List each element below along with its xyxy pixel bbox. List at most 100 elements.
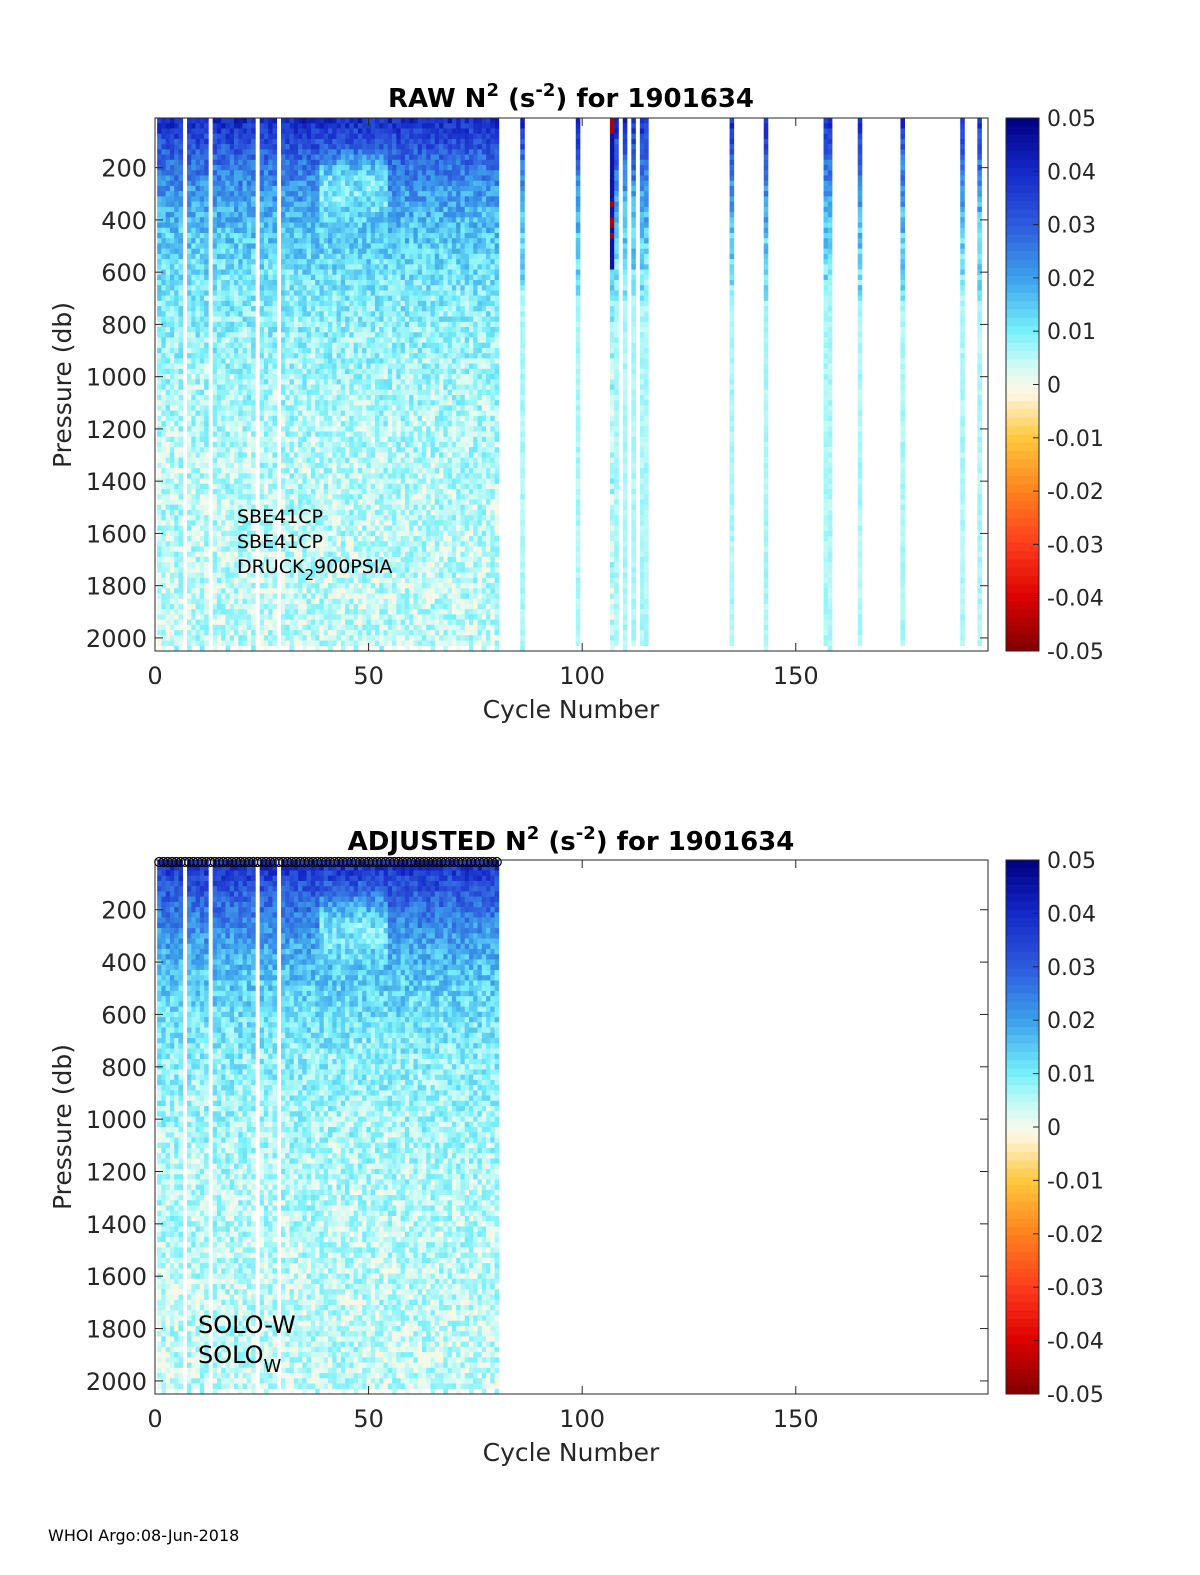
heatmap-cell xyxy=(263,415,269,422)
heatmap-cell xyxy=(174,285,179,291)
heatmap-cell xyxy=(259,118,265,124)
heatmap-cell xyxy=(362,138,367,145)
heatmap-cell xyxy=(165,473,171,479)
heatmap-cell xyxy=(246,436,252,443)
heatmap-cell xyxy=(370,149,376,155)
heatmap-cell xyxy=(263,217,269,223)
heatmap-cell xyxy=(345,609,350,615)
heatmap-cell xyxy=(221,295,226,302)
heatmap-cell xyxy=(310,384,316,391)
heatmap-cell xyxy=(263,624,269,631)
heatmap-cell xyxy=(238,536,243,542)
heatmap-cell xyxy=(323,165,329,171)
heatmap-cell xyxy=(315,238,320,244)
heatmap-cell xyxy=(306,269,312,276)
heatmap-cell xyxy=(221,572,226,579)
heatmap-cell xyxy=(165,295,171,302)
heatmap-cell xyxy=(353,556,359,563)
heatmap-cell xyxy=(234,347,239,354)
heatmap-cell xyxy=(353,300,359,307)
heatmap-cell xyxy=(161,180,166,187)
heatmap-cell xyxy=(221,473,226,479)
heatmap-cell xyxy=(242,389,248,396)
heatmap-cell xyxy=(216,530,222,537)
heatmap-cell xyxy=(221,353,226,359)
heatmap-cell xyxy=(187,201,192,208)
heatmap-cell xyxy=(366,504,372,511)
heatmap-cell xyxy=(370,306,376,312)
heatmap-cell xyxy=(272,509,278,516)
heatmap-cell xyxy=(293,614,299,620)
heatmap-cell xyxy=(191,253,196,260)
heatmap-cell xyxy=(310,374,316,380)
heatmap-cell xyxy=(268,515,273,521)
heatmap-cell xyxy=(259,405,265,411)
heatmap-cell xyxy=(216,509,222,516)
heatmap-cell xyxy=(302,588,307,594)
heatmap-cell xyxy=(289,201,295,208)
heatmap-cell xyxy=(328,332,333,338)
heatmap-cell xyxy=(221,170,226,176)
heatmap-cell xyxy=(242,588,248,594)
heatmap-cell xyxy=(187,185,192,192)
heatmap-cell xyxy=(234,630,239,636)
heatmap-cell xyxy=(259,515,265,521)
heatmap-cell xyxy=(229,332,235,338)
heatmap-cell xyxy=(366,363,372,370)
heatmap-cell xyxy=(268,410,273,417)
heatmap-cell xyxy=(195,353,201,359)
heatmap-cell xyxy=(191,614,196,620)
heatmap-cell xyxy=(204,206,209,213)
heatmap-cell xyxy=(332,243,337,249)
heatmap-cell xyxy=(251,598,256,605)
heatmap-cell xyxy=(268,290,273,296)
heatmap-cell xyxy=(345,489,350,495)
heatmap-cell xyxy=(332,196,337,202)
heatmap-cell xyxy=(272,290,278,296)
heatmap-cell xyxy=(234,170,239,176)
heatmap-cell xyxy=(281,379,286,385)
heatmap-cell xyxy=(204,123,209,129)
heatmap-cell xyxy=(379,478,384,485)
heatmap-cell xyxy=(306,191,312,197)
heatmap-cell xyxy=(298,379,303,385)
heatmap-cell xyxy=(225,321,231,328)
heatmap-cell xyxy=(234,290,239,296)
heatmap-cell xyxy=(174,222,179,229)
heatmap-cell xyxy=(349,175,354,182)
heatmap-cell xyxy=(178,243,184,249)
heatmap-cell xyxy=(229,614,235,620)
heatmap-cell xyxy=(178,327,184,333)
heatmap-cell xyxy=(204,593,209,600)
heatmap-cell xyxy=(340,473,346,479)
heatmap-cell xyxy=(289,368,295,375)
heatmap-cell xyxy=(328,405,333,411)
heatmap-cell xyxy=(366,175,372,182)
heatmap-cell xyxy=(221,248,226,255)
heatmap-cell xyxy=(272,630,278,636)
heatmap-cell xyxy=(340,227,346,234)
heatmap-cell xyxy=(246,384,252,391)
heatmap-cell xyxy=(187,389,192,396)
heatmap-cell xyxy=(251,504,256,511)
heatmap-cell xyxy=(187,159,192,166)
heatmap-cell xyxy=(272,191,278,197)
heatmap-cell xyxy=(242,123,248,129)
heatmap-cell xyxy=(285,441,290,448)
heatmap-cell xyxy=(263,489,269,495)
heatmap-cell xyxy=(336,144,342,150)
heatmap-cell xyxy=(204,285,209,291)
heatmap-cell xyxy=(310,295,316,302)
heatmap-cell xyxy=(234,562,239,568)
heatmap-cell xyxy=(281,185,286,192)
heatmap-cell xyxy=(370,238,376,244)
heatmap-cell xyxy=(229,577,235,584)
heatmap-cell xyxy=(306,619,312,626)
heatmap-cell xyxy=(315,515,320,521)
heatmap-cell xyxy=(328,410,333,417)
heatmap-cell xyxy=(169,394,175,401)
heatmap-cell xyxy=(251,431,256,438)
heatmap-cell xyxy=(268,619,273,626)
heatmap-cell xyxy=(212,347,218,354)
heatmap-cell xyxy=(204,426,209,432)
